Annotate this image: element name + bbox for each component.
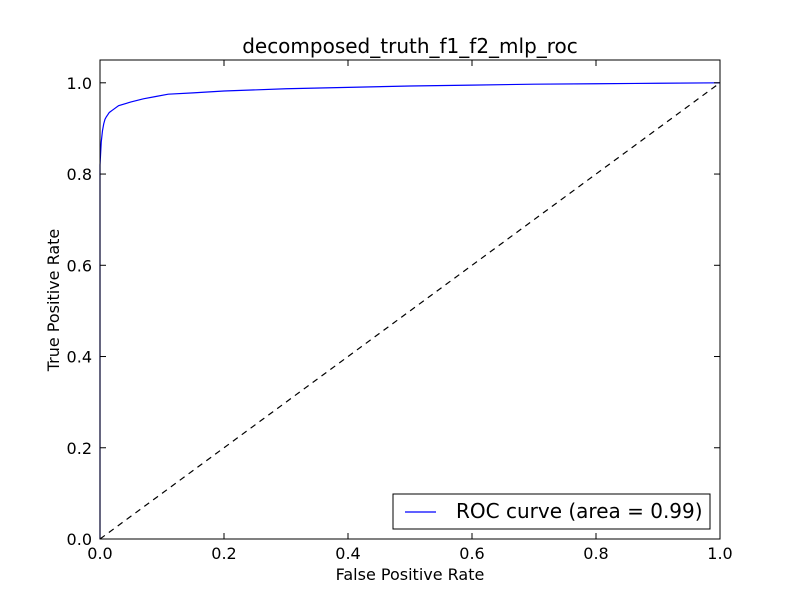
x-tick-label: 1.0 bbox=[707, 544, 732, 563]
chart-title: decomposed_truth_f1_f2_mlp_roc bbox=[242, 34, 578, 58]
x-tick-label: 0.6 bbox=[459, 544, 484, 563]
y-tick-label: 0.8 bbox=[67, 165, 92, 184]
series-layer bbox=[99, 82, 721, 540]
plot-frame bbox=[99, 59, 721, 540]
chance-diagonal-line bbox=[99, 82, 721, 540]
y-tick-label: 0.2 bbox=[67, 439, 92, 458]
legend: ROC curve (area = 0.99) bbox=[392, 493, 711, 530]
y-tick-label: 0.0 bbox=[67, 530, 92, 549]
legend-label: ROC curve (area = 0.99) bbox=[456, 499, 703, 523]
y-tick-label: 0.6 bbox=[67, 256, 92, 275]
plot-area bbox=[100, 60, 720, 539]
x-tick-label: 0.4 bbox=[335, 544, 360, 563]
y-tick-label: 0.4 bbox=[67, 348, 92, 367]
y-axis-label: True Positive Rate bbox=[44, 229, 63, 373]
x-tick-label: 0.8 bbox=[583, 544, 608, 563]
x-axis-label: False Positive Rate bbox=[336, 565, 485, 584]
x-tick-label: 0.2 bbox=[211, 544, 236, 563]
y-tick-label: 1.0 bbox=[67, 74, 92, 93]
x-tick-label: 0.0 bbox=[87, 544, 112, 563]
ticks-layer: 0.0 0.2 0.4 0.6 0.8 1.0 0.0 0.2 0.4 0.6 0.8 1.0 bbox=[67, 60, 733, 563]
roc-curve-line bbox=[99, 82, 721, 539]
legend-box bbox=[392, 493, 711, 530]
